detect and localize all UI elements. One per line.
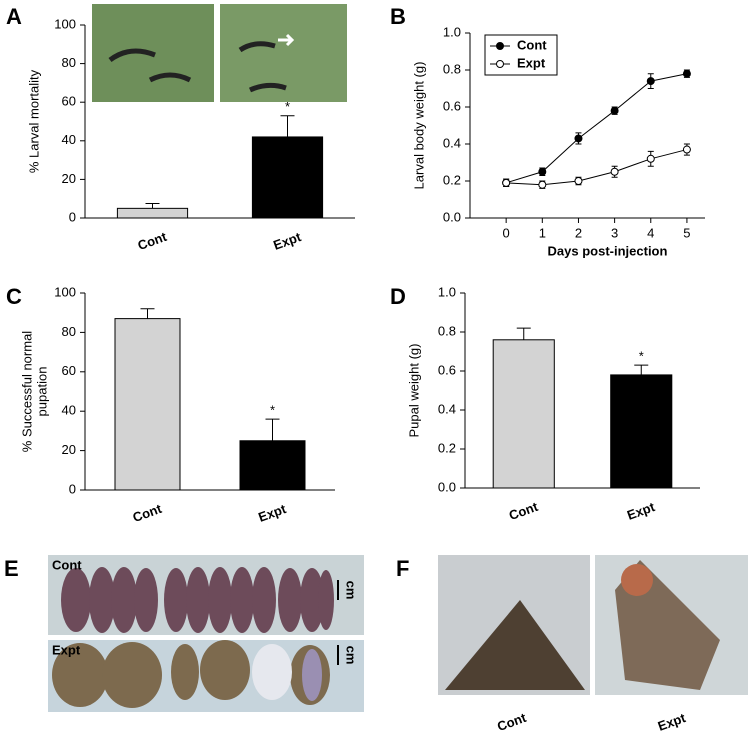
- y-tick-label: 60: [62, 94, 76, 109]
- y-tick-label: 0.2: [438, 440, 456, 455]
- y-tick-label: 0.6: [443, 98, 461, 113]
- y-tick-label: 0.8: [438, 323, 456, 338]
- y-tick-label: 0: [69, 209, 76, 224]
- panel-letter: E: [4, 556, 19, 581]
- bar: [114, 318, 181, 491]
- y-tick-label: 40: [62, 132, 76, 147]
- y-tick-label: 100: [54, 16, 76, 31]
- bar: [116, 207, 189, 219]
- y-axis-label: pupation: [34, 367, 49, 417]
- x-tick-label: 3: [611, 225, 618, 240]
- scale-label: cm: [344, 646, 359, 665]
- panel-letter: C: [6, 284, 22, 309]
- bar: [610, 374, 673, 489]
- x-tick-label: 1: [539, 225, 546, 240]
- scale-label: cm: [344, 581, 359, 600]
- panel-letter: B: [390, 4, 406, 29]
- x-tick-label: 2: [575, 225, 582, 240]
- bar: [492, 339, 555, 489]
- legend-box: [484, 34, 558, 76]
- error-bar: [516, 327, 531, 340]
- photo-caption: Expt: [656, 710, 688, 734]
- point: [610, 106, 619, 115]
- error-bar: [265, 418, 280, 441]
- x-tick-label: Cont: [507, 499, 541, 523]
- legend-marker: [496, 42, 504, 50]
- point: [574, 177, 583, 185]
- y-axis-label: % Larval mortality: [26, 69, 41, 173]
- y-tick-label: 0.6: [438, 362, 456, 377]
- bar: [251, 136, 324, 219]
- y-tick-label: 20: [62, 442, 76, 457]
- legend-marker: [496, 60, 504, 68]
- significance-marker: *: [639, 349, 644, 364]
- panel-letter: F: [396, 556, 409, 581]
- y-tick-label: 40: [62, 403, 76, 418]
- y-axis-label: Larval body weight (g): [411, 62, 426, 190]
- x-tick-label: Expt: [271, 229, 303, 253]
- legend-label: Cont: [517, 37, 547, 52]
- significance-marker: *: [270, 403, 275, 418]
- y-tick-label: 80: [62, 324, 76, 339]
- y-axis-label: Pupal weight (g): [406, 344, 421, 438]
- y-tick-label: 0.0: [438, 479, 456, 494]
- y-axis-label: % Successful normal: [19, 331, 34, 452]
- y-tick-label: 60: [62, 363, 76, 378]
- y-tick-label: 0.4: [443, 135, 461, 150]
- photo-label: Expt: [52, 642, 81, 657]
- series-line: [506, 149, 688, 186]
- panel-letter: D: [390, 284, 406, 309]
- error-bar: [280, 115, 295, 137]
- x-tick-label: Cont: [131, 501, 165, 525]
- point: [610, 167, 619, 176]
- x-tick-label: Expt: [625, 499, 657, 523]
- point: [646, 154, 655, 163]
- photo-caption: Cont: [495, 710, 529, 734]
- point: [646, 77, 655, 86]
- point: [682, 145, 691, 154]
- point: [502, 178, 511, 187]
- x-tick-label: Cont: [136, 229, 170, 253]
- y-tick-label: 0.4: [438, 401, 456, 416]
- x-tick-label: Expt: [256, 501, 288, 525]
- x-tick-label: 5: [683, 225, 690, 240]
- y-tick-label: 1.0: [438, 284, 456, 299]
- point: [538, 167, 547, 176]
- bar: [239, 440, 306, 491]
- y-tick-label: 1.0: [443, 24, 461, 39]
- legend-label: Expt: [517, 55, 546, 70]
- significance-marker: *: [285, 99, 290, 114]
- point: [682, 69, 691, 78]
- error-bar: [634, 364, 649, 375]
- y-tick-label: 0.2: [443, 172, 461, 187]
- photo-panel-e: E Cont cm Expt cm: [4, 555, 364, 712]
- y-tick-label: 100: [54, 284, 76, 299]
- series-line: [506, 73, 688, 184]
- y-tick-label: 0: [69, 481, 76, 496]
- photo-inset: [92, 4, 347, 102]
- y-tick-label: 80: [62, 55, 76, 70]
- y-tick-label: 20: [62, 171, 76, 186]
- y-tick-label: 0.8: [443, 61, 461, 76]
- photo-panel-f: F Cont Expt: [396, 555, 748, 734]
- error-bar: [145, 203, 160, 209]
- x-axis-label: Days post-injection: [548, 243, 668, 258]
- photo-label: Cont: [52, 557, 82, 572]
- error-bar: [140, 308, 155, 319]
- y-tick-label: 0.0: [443, 209, 461, 224]
- x-tick-label: 4: [647, 225, 654, 240]
- x-tick-label: 0: [503, 225, 510, 240]
- panel-letter: A: [6, 4, 22, 29]
- point: [574, 134, 583, 143]
- point: [538, 180, 547, 189]
